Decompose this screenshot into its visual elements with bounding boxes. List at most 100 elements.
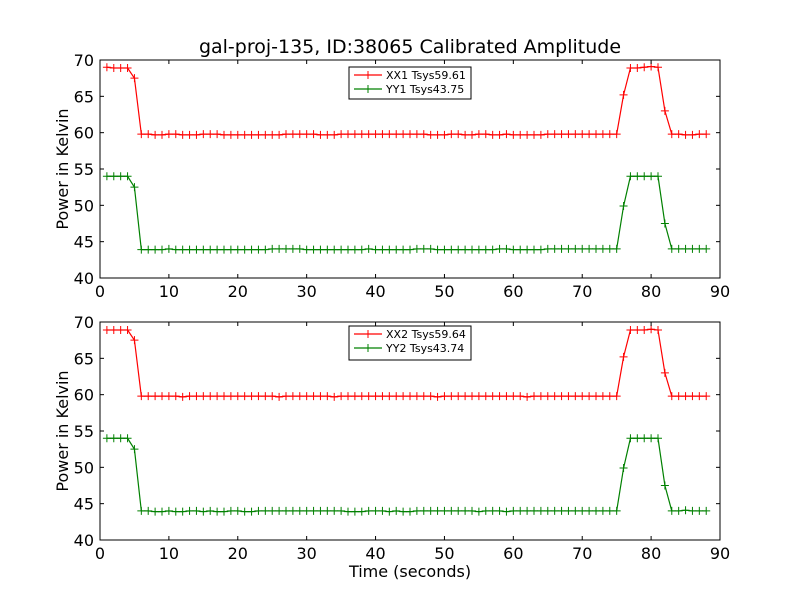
data-point: [137, 245, 146, 254]
data-point: [578, 506, 587, 515]
data-point: [102, 434, 111, 443]
x-tick-label: 30: [296, 282, 316, 301]
data-point: [254, 392, 263, 401]
data-point: [654, 434, 662, 443]
data-point: [674, 130, 683, 139]
data-point: [509, 392, 518, 401]
data-point: [302, 245, 311, 254]
data-point: [254, 245, 263, 254]
data-point: [461, 506, 470, 515]
data-point: [220, 130, 228, 139]
data-point: [509, 130, 518, 139]
data-point: [454, 506, 463, 515]
data-point: [330, 130, 339, 139]
data-point: [440, 130, 449, 139]
data-point: [399, 392, 408, 401]
data-point: [633, 172, 642, 181]
data-point: [268, 244, 277, 253]
data-point: [344, 245, 352, 254]
data-point: [667, 244, 676, 253]
data-point: [488, 506, 497, 515]
data-point: [578, 244, 587, 253]
data-point: [474, 245, 483, 254]
data-point: [447, 130, 456, 139]
y-tick-label: 55: [74, 160, 94, 179]
data-point: [592, 244, 600, 253]
data-point: [323, 130, 332, 139]
x-tick-label: 70: [572, 282, 592, 301]
data-point: [612, 130, 621, 139]
data-point: [667, 130, 676, 139]
data-point: [268, 130, 277, 139]
data-point: [536, 130, 545, 139]
data-point: [226, 392, 235, 401]
data-point: [275, 392, 284, 401]
x-tick-label: 80: [641, 544, 661, 563]
data-point: [192, 130, 201, 139]
data-point: [213, 130, 222, 139]
data-point: [316, 245, 325, 254]
data-point: [302, 506, 311, 515]
data-point: [412, 130, 421, 139]
data-point: [626, 172, 635, 181]
data-point: [233, 506, 242, 515]
data-point: [695, 392, 704, 401]
data-point: [171, 507, 180, 516]
data-point: [158, 245, 166, 254]
data-point: [261, 506, 270, 515]
data-point: [640, 172, 649, 181]
data-point: [461, 392, 470, 401]
data-point: [660, 481, 669, 490]
data-point: [605, 506, 614, 515]
data-point: [433, 130, 442, 139]
data-point: [309, 506, 318, 515]
data-point: [654, 172, 662, 181]
data-point: [585, 244, 594, 253]
data-point: [144, 506, 153, 515]
data-point: [412, 392, 421, 401]
data-point: [364, 130, 373, 139]
data-point: [399, 245, 408, 254]
data-point: [302, 130, 311, 139]
data-point: [571, 392, 580, 401]
data-point: [592, 392, 600, 401]
data-point: [102, 325, 111, 334]
data-point: [357, 507, 366, 516]
data-point: [247, 245, 256, 254]
legend-marker: [364, 85, 372, 93]
data-point: [330, 245, 339, 254]
data-point: [158, 507, 166, 516]
data-point: [550, 130, 559, 139]
data-point: [247, 130, 256, 139]
data-point: [447, 392, 456, 401]
legend-marker: [364, 71, 372, 79]
data-point: [454, 130, 463, 139]
data-point: [240, 130, 249, 139]
data-point: [647, 434, 656, 443]
data-point: [199, 392, 208, 401]
data-point: [640, 434, 649, 443]
data-point: [123, 325, 132, 334]
data-point: [185, 506, 194, 515]
data-point: [468, 130, 476, 139]
data-point: [282, 130, 290, 139]
data-point: [660, 106, 669, 115]
data-point: [654, 325, 662, 334]
data-point: [592, 506, 600, 515]
data-point: [344, 392, 352, 401]
data-point: [530, 392, 538, 401]
data-point: [550, 506, 559, 515]
data-point: [626, 325, 635, 334]
y-tick-label: 45: [74, 495, 94, 514]
data-point: [454, 245, 463, 254]
data-point: [640, 325, 649, 334]
x-tick-label: 0: [95, 282, 105, 301]
data-point: [564, 392, 573, 401]
data-point: [164, 244, 173, 253]
data-point: [144, 392, 153, 401]
data-point: [192, 392, 201, 401]
data-point: [633, 325, 642, 334]
data-point: [406, 245, 414, 254]
data-point: [323, 392, 332, 401]
data-point: [571, 130, 580, 139]
